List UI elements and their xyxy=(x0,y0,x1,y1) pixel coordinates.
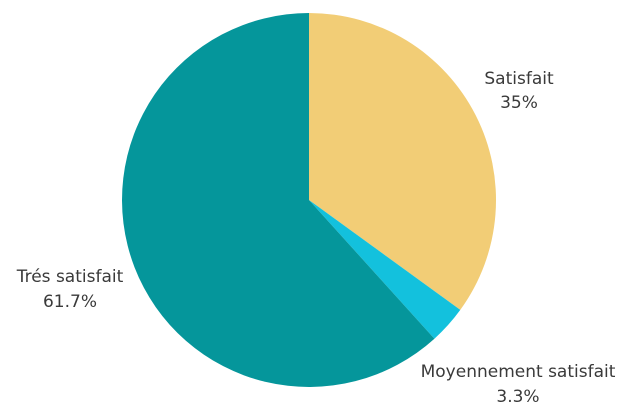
slice-label-satisfait-name: Satisfait xyxy=(484,69,554,89)
slice-label-tres-satisfait-name: Trés satisfait xyxy=(16,267,124,287)
pie-slice-satisfait xyxy=(309,13,497,310)
slice-label-satisfait-value: 35% xyxy=(500,93,538,113)
pie-slice-moyennement-satisfait xyxy=(309,200,461,339)
slice-label-moyennement-value: 3.3% xyxy=(496,387,539,407)
pie-slices xyxy=(122,13,497,387)
slice-label-tres-satisfait-value: 61.7% xyxy=(43,292,97,312)
pie-slice-tres-satisfait xyxy=(122,13,435,387)
slice-label-moyennement-name: Moyennement satisfait xyxy=(421,362,616,382)
